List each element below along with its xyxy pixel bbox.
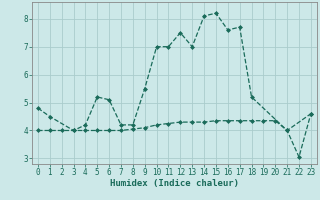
- X-axis label: Humidex (Indice chaleur): Humidex (Indice chaleur): [110, 179, 239, 188]
